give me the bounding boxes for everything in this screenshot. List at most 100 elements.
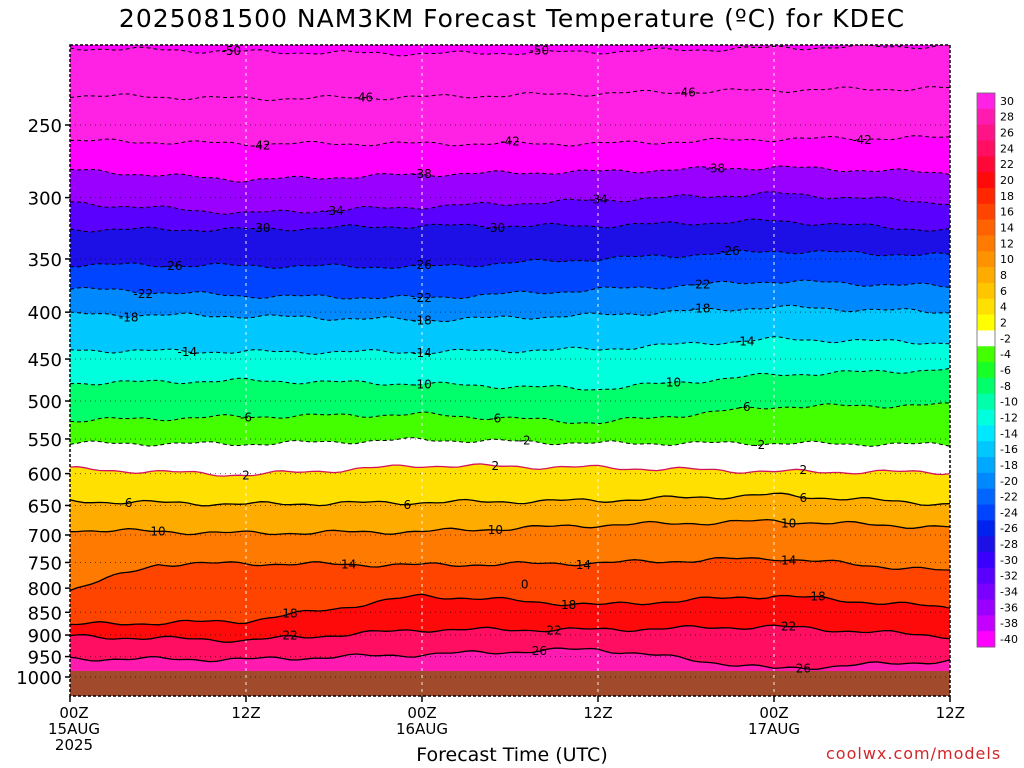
contour-line: [70, 492, 950, 507]
contour-line: [70, 647, 950, 671]
y-tick-label: 300: [28, 189, 62, 210]
colorbar-swatch: [977, 425, 995, 442]
contour-label: 2: [492, 459, 500, 473]
contour-label: -22: [134, 287, 154, 301]
colorbar-label: 20: [1000, 174, 1014, 187]
contour-label: -22: [691, 278, 711, 292]
contour-label: -26: [163, 259, 183, 273]
colorbar-label: 24: [1000, 142, 1014, 155]
contour-label: -18: [119, 310, 139, 324]
colorbar-label: 10: [1000, 253, 1014, 266]
colorbar-label: 12: [1000, 237, 1014, 250]
contour-label: -14: [735, 334, 755, 348]
contour-label: -6: [489, 412, 501, 426]
colorbar-swatch: [977, 377, 995, 395]
contour-label: -26: [412, 258, 432, 272]
colorbar-swatch: [977, 203, 995, 221]
colorbar-label: -28: [1000, 538, 1018, 551]
colorbar-swatch: [977, 108, 995, 126]
x-tick-label: 00Z: [59, 704, 88, 722]
contour-label: 0: [521, 578, 529, 592]
colorbar: 30 28 26 24 22 20 18 16 14 12 10 8 6 4 2 -2 -4 -6 -8 -10 -12…: [976, 92, 1018, 648]
contour-line: [70, 249, 950, 269]
y-tick-label: 800: [28, 579, 62, 600]
contour-label: -46: [676, 85, 696, 99]
colorbar-label: -18: [1000, 459, 1018, 472]
colorbar-swatch: [977, 520, 995, 537]
contour-label: -18: [412, 313, 432, 327]
colorbar-label: -16: [1000, 443, 1018, 456]
x-tick-label: 16AUG: [396, 720, 448, 738]
colorbar-swatch: [977, 330, 995, 347]
colorbar-label: 4: [1000, 301, 1007, 314]
colorbar-swatch: [977, 93, 995, 110]
colorbar-label: 18: [1000, 190, 1014, 203]
contour-label: -42: [852, 133, 872, 147]
contour-label: 26: [796, 661, 811, 675]
contour-line: [70, 218, 950, 233]
contour-line: [70, 367, 950, 391]
contour-label: 6: [404, 498, 412, 512]
credit-link[interactable]: coolwx.com/models: [826, 744, 1002, 763]
contour-label: 10: [781, 517, 796, 531]
y-tick-label: 750: [28, 553, 62, 574]
colorbar-swatch: [977, 583, 995, 601]
contour-label: 2: [800, 463, 808, 477]
contour-label: -30: [486, 221, 506, 235]
contour-label: -50: [530, 44, 550, 58]
colorbar-label: -10: [1000, 396, 1018, 409]
colorbar-swatch: [977, 235, 995, 252]
colorbar-swatch: [977, 631, 995, 648]
contour-label: 10: [150, 524, 165, 538]
y-tick-label: 350: [28, 250, 62, 271]
contour-line: [70, 402, 950, 425]
contour-label: -6: [739, 400, 751, 414]
contour-layer: [70, 45, 950, 671]
colorbar-swatch: [977, 599, 995, 616]
contour-label: -30: [251, 221, 271, 235]
contour-label: -42: [251, 138, 271, 152]
colorbar-swatch: [977, 314, 995, 331]
contour-line: [70, 557, 950, 592]
contour-line: [70, 304, 950, 323]
colorbar-swatch: [977, 441, 995, 458]
contour-label: -2: [753, 438, 765, 452]
contour-label: -2: [519, 434, 531, 448]
contour-label: -34: [324, 204, 344, 218]
ground-layer: [70, 670, 950, 696]
x-tick-label: 12Z: [936, 704, 965, 722]
colorbar-swatch: [977, 346, 995, 363]
contour-label: 22: [282, 629, 297, 643]
contour-label: -46: [354, 90, 374, 104]
colorbar-swatch: [977, 615, 995, 632]
contour-label: 22: [781, 620, 796, 634]
colorbar-swatch: [977, 219, 995, 236]
colorbar-label: -8: [1000, 380, 1011, 393]
contour-label: -26: [720, 244, 740, 258]
colorbar-swatch: [977, 552, 995, 569]
y-tick-label: 500: [28, 392, 62, 413]
contour-label: -10: [412, 378, 432, 392]
colorbar-swatch: [977, 362, 995, 379]
y-axis: 2503003504004505005506006507007508008509…: [16, 116, 70, 689]
colorbar-label: -14: [1000, 427, 1018, 440]
contour-label: 18: [810, 589, 825, 603]
colorbar-swatch: [977, 172, 995, 189]
y-tick-label: 600: [28, 465, 62, 486]
contour-line: [70, 279, 950, 300]
contour-label: 10: [488, 523, 503, 537]
colorbar-label: 16: [1000, 206, 1014, 219]
contour-line: [70, 624, 950, 643]
colorbar-swatch: [977, 409, 995, 426]
colorbar-swatch: [977, 282, 995, 300]
colorbar-swatch: [977, 488, 995, 506]
y-tick-label: 950: [28, 648, 62, 669]
colorbar-label: 22: [1000, 158, 1014, 171]
contour-line: [70, 135, 950, 147]
x-tick-label: 00Z: [407, 704, 436, 722]
colorbar-swatch: [977, 536, 995, 553]
colorbar-label: 6: [1000, 285, 1007, 298]
x-axis-title: Forecast Time (UTC): [416, 744, 608, 766]
colorbar-label: 28: [1000, 111, 1014, 124]
